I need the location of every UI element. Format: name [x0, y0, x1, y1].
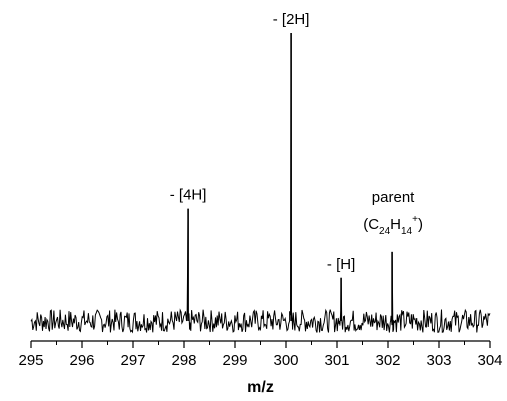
- x-tick-label: 298: [171, 352, 196, 369]
- peak-label: - [2H]: [273, 11, 310, 28]
- peak-label: parent: [372, 189, 415, 206]
- peak-formula: (C24H14+): [363, 214, 423, 237]
- x-tick-label: 297: [120, 352, 145, 369]
- peak-label: - [4H]: [170, 187, 207, 204]
- x-tick-label: 302: [375, 352, 400, 369]
- peak-annotations: - [4H] - [2H] - [H] parent (C24H14+): [170, 11, 423, 273]
- spectrum-trace: [30, 32, 491, 334]
- x-axis-title: m/z: [247, 379, 274, 396]
- x-axis: 295 296 297 298 299 300 301 302 303 304: [18, 340, 503, 369]
- peak-label: - [H]: [327, 256, 355, 273]
- x-tick-label: 296: [69, 352, 94, 369]
- x-tick-label: 295: [18, 352, 43, 369]
- x-tick-label: 300: [273, 352, 298, 369]
- x-tick-label: 303: [426, 352, 451, 369]
- spectrum-trace-group: [30, 32, 491, 334]
- x-tick-label: 304: [477, 352, 502, 369]
- x-tick-label: 301: [324, 352, 349, 369]
- x-tick-label: 299: [222, 352, 247, 369]
